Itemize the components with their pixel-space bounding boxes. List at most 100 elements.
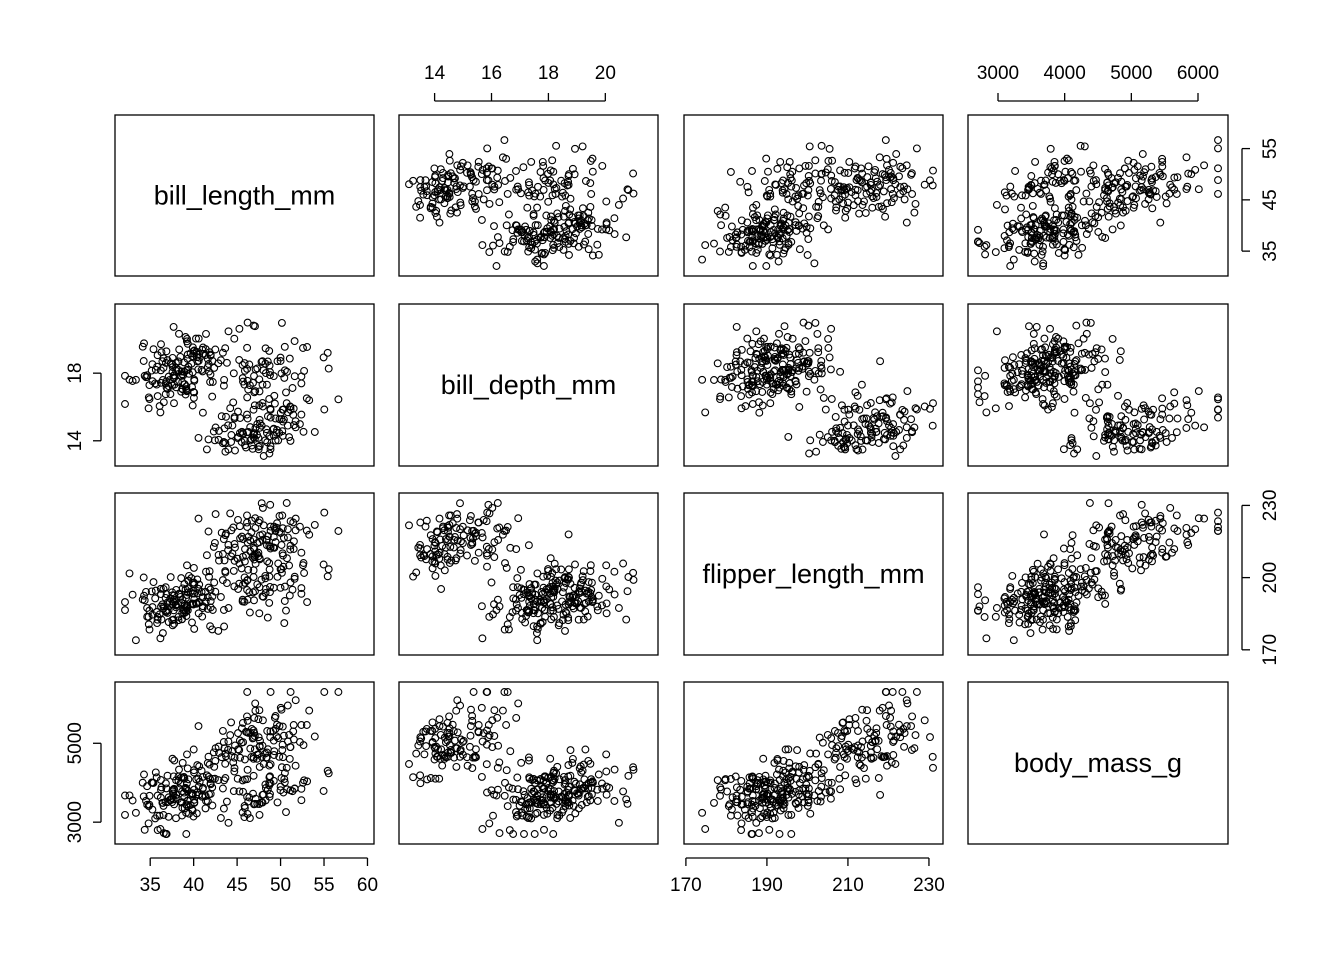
scatter-point [220,744,229,753]
scatter-point [610,214,619,223]
variable-label: body_mass_g [1014,748,1182,778]
scatter-point [554,213,563,222]
scatter-point [422,516,431,525]
scatter-point [168,754,177,763]
scatter-point [286,545,295,554]
scatter-point [176,352,185,361]
scatter-point [512,545,521,554]
scatter-point [593,240,602,249]
scatter-point [334,688,343,696]
scatter-point [234,515,242,524]
scatter-point [593,797,602,805]
scatter-point [302,526,311,535]
scatter-point [548,578,557,587]
scatter-point [1047,164,1056,173]
scatter-point [161,379,170,388]
scatter-point [273,798,282,807]
scatter-point [426,726,435,735]
scatter-point [445,511,454,520]
scatter-point [161,593,170,602]
scatter-point [198,593,207,602]
scatter-point [502,766,511,775]
scatter-point [289,721,298,729]
scatter-point [813,214,822,223]
scatter-point [168,353,177,362]
scatter-point [276,583,285,592]
scatter-point [1082,230,1091,239]
scatter-point [295,522,304,531]
scatter-point [861,209,870,217]
scatter-point [230,334,239,343]
scatter-point [143,800,152,809]
scatter-point [236,534,245,543]
scatter-point [440,566,449,575]
scatter-point [255,415,264,424]
scatter-point [271,414,280,423]
scatter-point [422,742,431,751]
scatter-point [726,362,735,371]
scatter-point [762,343,771,351]
scatter-point [749,381,757,390]
scatter-point [844,405,853,414]
scatter-point [779,772,787,781]
scatter-point [490,538,499,547]
scatter-point [279,731,288,740]
scatter-point [209,542,218,551]
scatter-point [440,199,449,208]
scatter-point [874,182,883,191]
scatter-point [519,163,528,172]
scatter-point [291,526,300,535]
scatter-point [1133,162,1142,171]
scatter-point [811,763,820,772]
scatter-point [484,721,493,729]
scatter-point [1050,157,1059,166]
scatter-point [469,534,477,543]
scatter-point [816,385,825,394]
scatter-point [1114,543,1122,552]
scatter-point [536,776,545,785]
scatter-point [224,327,233,336]
scatter-point [555,775,564,784]
scatter-point [838,718,847,727]
scatter-point [748,812,757,821]
scatter-point [280,619,289,628]
scatter-point [795,403,804,411]
scatter-point [1059,229,1068,238]
scatter-point [265,449,274,458]
scatter-point [1058,350,1066,359]
scatter-point [744,814,753,823]
scatter-point [868,203,877,212]
scatter-point [553,814,562,823]
scatter-point [1060,245,1069,254]
scatter-point [570,170,579,179]
scatter-point [148,778,157,787]
scatter-point [566,746,575,755]
scatter-point [629,763,638,772]
scatter-point [533,203,542,212]
scatter-point [493,499,502,507]
scatter-point [143,604,152,612]
scatter-point [285,561,294,570]
scatter-point [746,784,755,793]
scatter-point [1090,219,1099,228]
scatter-point [576,762,585,771]
scatter-point [270,391,279,400]
scatter-point [836,785,845,794]
scatter-point [503,247,512,256]
scatter-point [1182,153,1191,162]
scatter-point [433,528,442,537]
scatter-point [887,185,896,194]
scatter-point [250,372,258,380]
scatter-point [766,251,775,260]
scatter-point [1018,370,1027,379]
scatter-point [463,526,472,535]
scatter-point [1133,537,1142,546]
scatter-point [537,587,546,596]
tick-label: 55 [313,875,334,896]
scatter-point [1043,222,1051,231]
scatter-point [493,713,502,722]
scatter-point [257,499,266,508]
scatter-point [466,512,475,520]
scatter-point [1040,220,1049,229]
scatter-point [1017,351,1026,359]
